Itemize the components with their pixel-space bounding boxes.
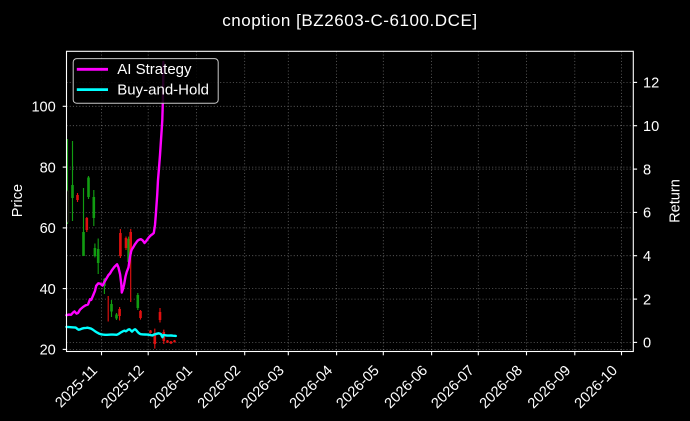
- svg-text:100: 100: [31, 100, 55, 116]
- svg-text:8: 8: [643, 162, 651, 178]
- svg-text:20: 20: [40, 343, 56, 359]
- svg-text:Buy-and-Hold: Buy-and-Hold: [117, 82, 209, 99]
- svg-text:4: 4: [643, 249, 651, 265]
- svg-text:40: 40: [40, 282, 56, 298]
- svg-text:0: 0: [643, 336, 651, 352]
- svg-text:60: 60: [40, 221, 56, 237]
- svg-text:10: 10: [643, 119, 659, 135]
- svg-text:6: 6: [643, 206, 651, 222]
- svg-text:2: 2: [643, 292, 651, 308]
- svg-text:80: 80: [40, 160, 56, 176]
- svg-text:AI Strategy: AI Strategy: [117, 61, 192, 78]
- svg-text:12: 12: [643, 76, 659, 92]
- svg-text:cnoption [BZ2603-C-6100.DCE]: cnoption [BZ2603-C-6100.DCE]: [222, 11, 477, 30]
- svg-text:Return: Return: [668, 179, 684, 223]
- svg-text:Price: Price: [10, 184, 26, 217]
